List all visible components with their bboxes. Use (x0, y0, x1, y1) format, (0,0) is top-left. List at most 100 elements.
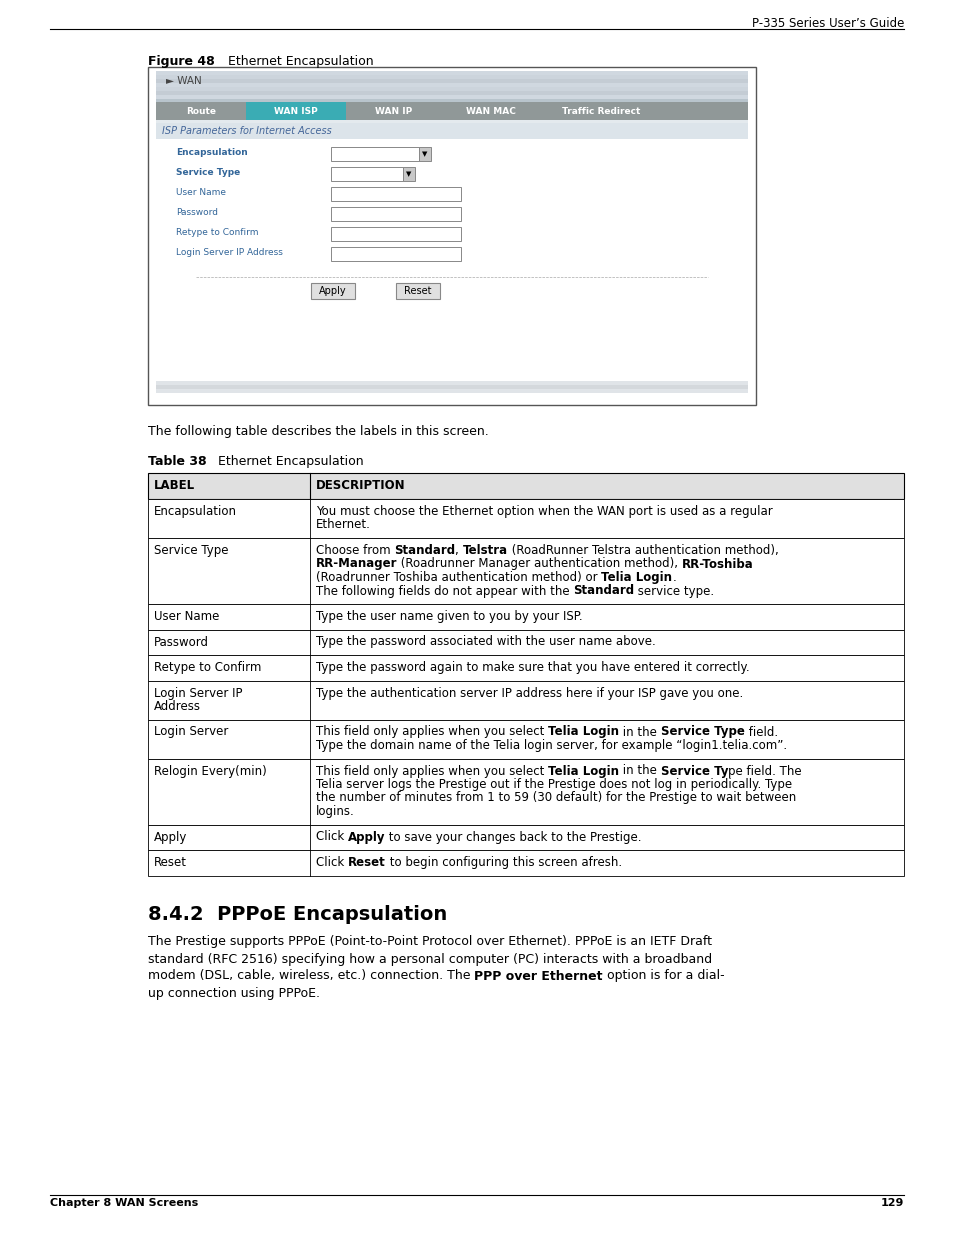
Bar (156, 389, 747, 393)
Bar (156, 95, 747, 99)
Text: Telia Login: Telia Login (548, 725, 618, 739)
Text: Reset: Reset (153, 856, 187, 869)
Bar (148, 499, 903, 538)
Text: Encapsulation: Encapsulation (153, 505, 236, 517)
Text: ,: , (455, 543, 462, 557)
Text: Choose from: Choose from (315, 543, 394, 557)
Text: Ethernet Encapsulation: Ethernet Encapsulation (215, 56, 374, 68)
Text: Telia Login: Telia Login (548, 764, 618, 778)
Text: logins.: logins. (315, 805, 355, 818)
Text: Table 38: Table 38 (148, 454, 207, 468)
Text: up connection using PPPoE.: up connection using PPPoE. (148, 987, 319, 999)
Text: Telstra: Telstra (462, 543, 508, 557)
Bar (148, 630, 903, 655)
Text: service type.: service type. (634, 584, 714, 598)
Text: Retype to Confirm: Retype to Confirm (175, 228, 258, 237)
Text: Standard: Standard (394, 543, 455, 557)
Bar (156, 75, 747, 79)
Text: WAN MAC: WAN MAC (466, 106, 516, 116)
Text: Ethernet Encapsulation: Ethernet Encapsulation (206, 454, 363, 468)
Text: DESCRIPTION: DESCRIPTION (315, 479, 405, 492)
Text: Service Ty: Service Ty (660, 764, 727, 778)
Text: Apply: Apply (319, 287, 347, 296)
Text: RR-Manager: RR-Manager (315, 557, 397, 571)
Text: Password: Password (153, 636, 209, 648)
Text: This field only applies when you select: This field only applies when you select (315, 725, 548, 739)
Text: Login Server IP Address: Login Server IP Address (175, 248, 283, 257)
Bar (311, 283, 355, 299)
Text: WAN ISP: WAN ISP (274, 106, 317, 116)
Text: to save your changes back to the Prestige.: to save your changes back to the Prestig… (385, 830, 641, 844)
Text: Type the user name given to you by your ISP.: Type the user name given to you by your … (315, 610, 582, 622)
Text: 129: 129 (880, 1198, 903, 1208)
Text: Ethernet.: Ethernet. (315, 519, 371, 531)
Bar (156, 83, 747, 86)
Text: Relogin Every(min): Relogin Every(min) (153, 764, 267, 778)
Text: Telia Login: Telia Login (600, 571, 672, 584)
Text: P-335 Series User’s Guide: P-335 Series User’s Guide (751, 17, 903, 30)
Text: the number of minutes from 1 to 59 (30 default) for the Prestige to wait between: the number of minutes from 1 to 59 (30 d… (315, 792, 796, 804)
Text: .: . (672, 571, 676, 584)
Bar (148, 67, 755, 405)
Text: to begin configuring this screen afresh.: to begin configuring this screen afresh. (385, 856, 621, 869)
Bar (395, 283, 439, 299)
Text: 8.4.2  PPPoE Encapsulation: 8.4.2 PPPoE Encapsulation (148, 905, 447, 925)
Text: ▼: ▼ (422, 151, 427, 157)
Text: ISP Parameters for Internet Access: ISP Parameters for Internet Access (162, 126, 332, 136)
Bar (331, 207, 460, 221)
Text: The following table describes the labels in this screen.: The following table describes the labels… (148, 425, 488, 438)
Bar (148, 604, 903, 630)
Bar (156, 70, 747, 75)
Text: in the: in the (618, 725, 660, 739)
Text: Address: Address (153, 700, 201, 713)
Bar (156, 91, 747, 95)
Text: (RoadRunner Telstra authentication method),: (RoadRunner Telstra authentication metho… (508, 543, 778, 557)
Text: in the: in the (618, 764, 660, 778)
Text: Apply: Apply (153, 830, 187, 844)
Text: ••••••••: •••••••• (334, 209, 376, 219)
Text: Chapter 8 WAN Screens: Chapter 8 WAN Screens (50, 1198, 198, 1208)
Text: Type the authentication server IP address here if your ISP gave you one.: Type the authentication server IP addres… (315, 687, 742, 699)
Text: RR-Toshiba: RR-Toshiba (681, 557, 753, 571)
Bar (331, 147, 418, 161)
Bar (346, 103, 440, 120)
Text: Service Type: Service Type (175, 168, 240, 177)
Text: Ethernet: Ethernet (334, 149, 373, 158)
Bar (156, 124, 747, 140)
Bar (148, 850, 903, 876)
Bar (148, 825, 903, 850)
Text: (Roadrunner Toshiba authentication method) or: (Roadrunner Toshiba authentication metho… (315, 571, 600, 584)
Text: Type the password associated with the user name above.: Type the password associated with the us… (315, 636, 655, 648)
Text: field.: field. (744, 725, 777, 739)
Bar (540, 103, 660, 120)
Text: Type the password again to make sure that you have entered it correctly.: Type the password again to make sure tha… (315, 661, 749, 674)
Bar (156, 382, 747, 385)
Text: standard (RFC 2516) specifying how a personal computer (PC) interacts with a bro: standard (RFC 2516) specifying how a per… (148, 952, 711, 966)
Text: The Prestige supports PPPoE (Point-to-Point Protocol over Ethernet). PPPoE is an: The Prestige supports PPPoE (Point-to-Po… (148, 935, 711, 948)
Bar (148, 720, 903, 758)
Text: option is for a dial-: option is for a dial- (602, 969, 724, 983)
Text: Telia server logs the Prestige out if the Prestige does not log in periodically.: Telia server logs the Prestige out if th… (315, 778, 791, 790)
Text: Standard: Standard (573, 584, 634, 598)
Text: Reset: Reset (404, 287, 432, 296)
Text: The following fields do not appear with the: The following fields do not appear with … (315, 584, 573, 598)
Text: ► WAN: ► WAN (166, 77, 201, 86)
Text: This field only applies when you select: This field only applies when you select (315, 764, 548, 778)
Text: Service Type: Service Type (153, 543, 229, 557)
Text: modem (DSL, cable, wireless, etc.) connection. The: modem (DSL, cable, wireless, etc.) conne… (148, 969, 474, 983)
Text: Click: Click (315, 830, 348, 844)
Text: Password: Password (175, 207, 218, 217)
Text: User Name: User Name (175, 188, 226, 198)
Bar (148, 473, 903, 499)
Text: Click: Click (315, 856, 348, 869)
Bar (156, 120, 747, 124)
Bar (331, 167, 402, 182)
Text: ▼: ▼ (406, 170, 412, 177)
Text: Route: Route (186, 106, 215, 116)
Bar (418, 147, 431, 161)
Text: Apply: Apply (348, 830, 385, 844)
Text: (Roadrunner Manager authentication method),: (Roadrunner Manager authentication metho… (397, 557, 681, 571)
Text: Reset: Reset (348, 856, 385, 869)
Bar (331, 186, 460, 201)
Text: Type the domain name of the Telia login server, for example “login1.telia.com”.: Type the domain name of the Telia login … (315, 739, 786, 752)
